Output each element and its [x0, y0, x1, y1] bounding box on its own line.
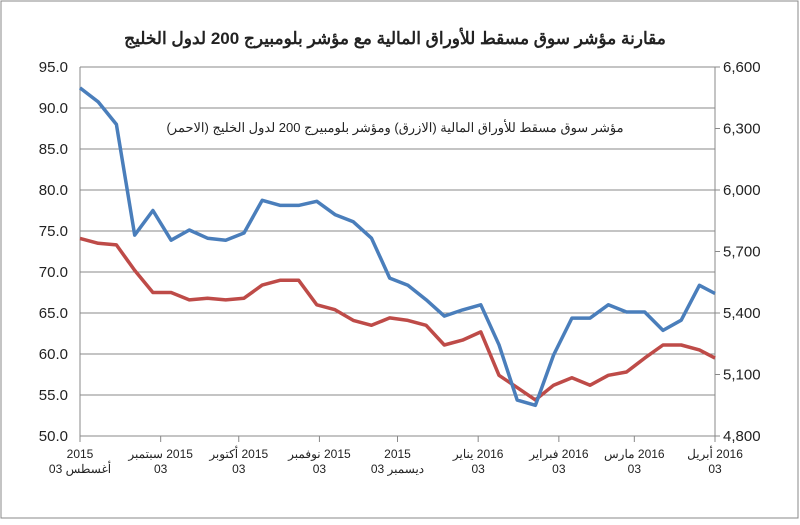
y-tick-label: 95.0	[39, 59, 68, 76]
y2-tick-label: 6,000	[723, 182, 761, 199]
y2-tick-label: 6,600	[723, 59, 761, 76]
x-tick-label-line: 03	[708, 462, 722, 476]
x-tick-label-line: 2015	[384, 447, 411, 461]
y2-tick-label: 4,800	[723, 428, 761, 445]
x-tick-label: 2015 أكتوبر 03	[208, 446, 268, 476]
y-tick-label: 65.0	[39, 305, 68, 322]
x-tick-label: 2015 نوفمبر 03	[287, 447, 351, 476]
y2-tick-label: 5,400	[723, 305, 761, 322]
x-tick-label: 2016 مارس 03	[604, 447, 665, 476]
chart-title: مقارنة مؤشر سوق مسقط للأوراق المالية مع …	[124, 27, 666, 49]
x-tick-label-line: 2015 أكتوبر	[208, 446, 268, 461]
x-tick-label-line: 03	[552, 462, 566, 476]
x-tick-label-line: 2015	[67, 447, 94, 461]
x-tick-label-line: 2016 مارس	[604, 447, 665, 461]
y2-tick-label: 5,100	[723, 367, 761, 384]
x-tick-label-line: 2016 فبراير	[528, 447, 589, 461]
x-tick-label: 2016 أبريل 03	[687, 446, 743, 476]
x-tick-label-line: 2015 نوفمبر	[287, 447, 351, 461]
x-tick-label: 2015 أغسطس 03	[49, 447, 111, 476]
x-tick-label: 2016 فبراير 03	[528, 447, 589, 476]
x-tick-label-line: 03	[471, 462, 485, 476]
x-tick-label-line: 2015 سبتمبر	[127, 447, 193, 461]
x-tick-label-line: 03	[313, 462, 327, 476]
y-tick-label: 75.0	[39, 223, 68, 240]
subtitle-box	[145, 116, 645, 140]
subtitle: مؤشر سوق مسقط للأوراق المالية (الازرق) و…	[166, 119, 623, 136]
y-tick-label: 50.0	[39, 428, 68, 445]
y-tick-label: 80.0	[39, 182, 68, 199]
x-tick-label-line: 2016 أبريل	[687, 446, 743, 461]
x-tick-label-line: 03	[232, 462, 246, 476]
x-tick-label: 2015 ديسمبر 03	[371, 447, 424, 476]
y2-tick-label: 5,700	[723, 244, 761, 261]
y-tick-label: 90.0	[39, 100, 68, 117]
y-tick-label: 70.0	[39, 264, 68, 281]
x-tick-label: 2016 يناير 03	[452, 447, 504, 476]
series-line	[78, 86, 716, 408]
x-tick-label-line: 03	[628, 462, 642, 476]
y-tick-label: 85.0	[39, 141, 68, 158]
x-tick-label-line: أغسطس 03	[49, 461, 111, 476]
x-tick-label-line: ديسمبر 03	[371, 462, 424, 476]
y-tick-label: 60.0	[39, 346, 68, 363]
series-line	[79, 236, 716, 402]
x-tick-label: 2015 سبتمبر 03	[127, 447, 193, 476]
x-tick-label-line: 03	[154, 462, 168, 476]
y-tick-label: 55.0	[39, 387, 68, 404]
y2-tick-label: 6,300	[723, 121, 761, 138]
x-tick-label-line: 2016 يناير	[452, 447, 504, 461]
